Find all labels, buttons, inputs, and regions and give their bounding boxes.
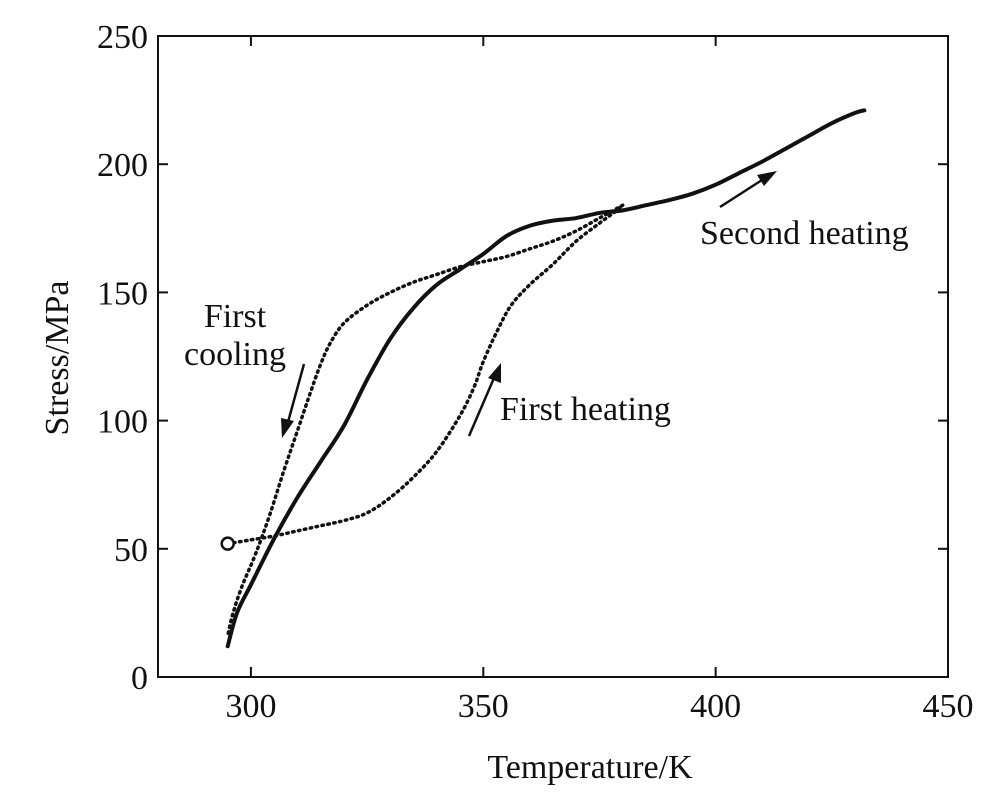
x-axis-title: Temperature/K: [487, 749, 693, 786]
x-tick-label: 400: [690, 688, 741, 725]
y-tick-label: 50: [114, 532, 148, 569]
annotation-first-cooling-line2: cooling: [184, 336, 286, 373]
y-axis-ticks: 0 50 100 150 200 250: [97, 19, 948, 697]
y-tick-label: 150: [97, 275, 148, 312]
x-tick-label: 450: [923, 688, 974, 725]
x-axis-ticks: 300 350 400 450: [225, 36, 974, 725]
plot-frame: [157, 35, 949, 678]
x-tick-label: 300: [225, 688, 276, 725]
annotation-first-heating: First heating: [500, 391, 671, 428]
y-tick-label: 100: [97, 404, 148, 441]
annotation-first-cooling-line1: First: [204, 298, 267, 335]
arrow-first-heating: [467, 363, 501, 437]
series-line-first-heating: [225, 203, 625, 546]
y-tick-label: 250: [97, 19, 148, 56]
y-axis-title: Stress/MPa: [39, 281, 76, 436]
x-tick-label: 350: [458, 688, 509, 725]
series-layer: [220, 108, 867, 649]
annotation-second-heating: Second heating: [700, 215, 909, 252]
series-line-first-cooling: [225, 203, 625, 638]
series-line-second-heating: [225, 108, 867, 649]
start-point-marker: [220, 536, 235, 551]
arrow-second-heating: [719, 171, 777, 209]
y-tick-label: 0: [131, 660, 148, 697]
y-tick-label: 200: [97, 147, 148, 184]
arrow-first-cooling: [281, 363, 306, 438]
